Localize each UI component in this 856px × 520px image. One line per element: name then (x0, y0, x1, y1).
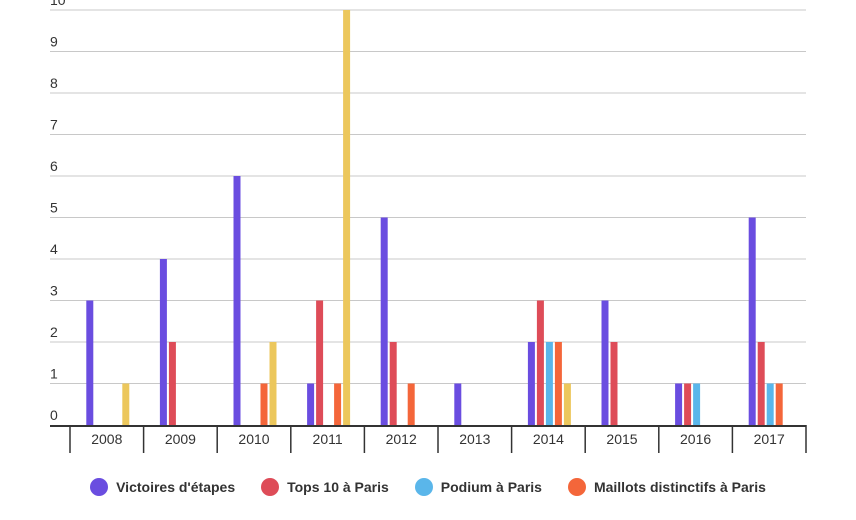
x-axis-separators (69, 425, 807, 453)
y-tick-label: 6 (50, 158, 58, 174)
bar-chart: 0 1 2 3 4 5 6 7 8 9 10 2008 2009 2010 2011 2012 2013 201… (50, 0, 807, 453)
bar (168, 342, 176, 425)
bar (122, 383, 130, 425)
legend: Victoires d'étapes Tops 10 à Paris Podiu… (0, 478, 856, 496)
x-tick-label: 2014 (533, 431, 564, 447)
bar (554, 342, 562, 425)
y-tick-label: 1 (50, 366, 58, 382)
bar (684, 383, 692, 425)
legend-label: Tops 10 à Paris (287, 479, 389, 495)
x-tick-label: 2015 (606, 431, 637, 447)
y-tick-label: 9 (50, 34, 58, 50)
y-tick-label: 10 (50, 0, 66, 8)
legend-item-victoires[interactable]: Victoires d'étapes (90, 478, 235, 496)
bar (563, 383, 571, 425)
legend-label: Maillots distinctifs à Paris (593, 479, 766, 495)
bar (86, 300, 94, 425)
bar (766, 383, 774, 425)
legend-item-podium[interactable]: Podium à Paris (414, 478, 542, 496)
y-axis-tick-labels: 0 1 2 3 4 5 6 7 8 9 10 (50, 0, 66, 423)
bar (233, 176, 241, 425)
x-tick-label: 2008 (91, 431, 122, 447)
legend-item-maillots[interactable]: Maillots distinctifs à Paris (567, 478, 766, 496)
bar (757, 342, 765, 425)
bar (675, 383, 683, 425)
bar (307, 383, 315, 425)
bar (343, 10, 351, 425)
bar (601, 300, 609, 425)
bar (545, 342, 553, 425)
gridlines (50, 9, 806, 384)
x-tick-label: 2010 (238, 431, 269, 447)
x-axis-tick-labels: 2008 2009 2010 2011 2012 2013 2014 2015 2016 2017 (91, 431, 785, 447)
bar (693, 383, 701, 425)
bar (159, 259, 167, 425)
y-tick-label: 0 (50, 407, 58, 423)
x-tick-label: 2012 (386, 431, 417, 447)
y-tick-label: 3 (50, 283, 58, 299)
legend-swatch (414, 478, 433, 496)
x-tick-label: 2017 (754, 431, 785, 447)
legend-swatch (261, 478, 280, 496)
bar (389, 342, 397, 425)
y-tick-label: 7 (50, 117, 58, 133)
bar (527, 342, 535, 425)
legend-swatch (567, 478, 586, 496)
x-tick-label: 2011 (313, 431, 343, 447)
legend-label: Victoires d'étapes (116, 479, 236, 495)
x-tick-label: 2013 (459, 431, 490, 447)
bar (536, 300, 544, 425)
y-tick-label: 4 (50, 241, 58, 257)
legend-item-tops10[interactable]: Tops 10 à Paris (261, 478, 389, 496)
legend-label: Podium à Paris (440, 479, 542, 495)
bar (454, 383, 462, 425)
bar (269, 342, 277, 425)
bars (86, 10, 783, 425)
bar (748, 217, 756, 425)
bar (334, 383, 342, 425)
legend-swatch (90, 478, 109, 496)
bar (260, 383, 268, 425)
x-tick-label: 2009 (165, 431, 196, 447)
bar (380, 217, 388, 425)
bar (316, 300, 324, 425)
y-tick-label: 5 (50, 200, 58, 216)
x-tick-label: 2016 (680, 431, 711, 447)
y-tick-label: 8 (50, 75, 58, 91)
y-tick-label: 2 (50, 324, 58, 340)
bar (775, 383, 783, 425)
bar (610, 342, 618, 425)
bar (407, 383, 415, 425)
